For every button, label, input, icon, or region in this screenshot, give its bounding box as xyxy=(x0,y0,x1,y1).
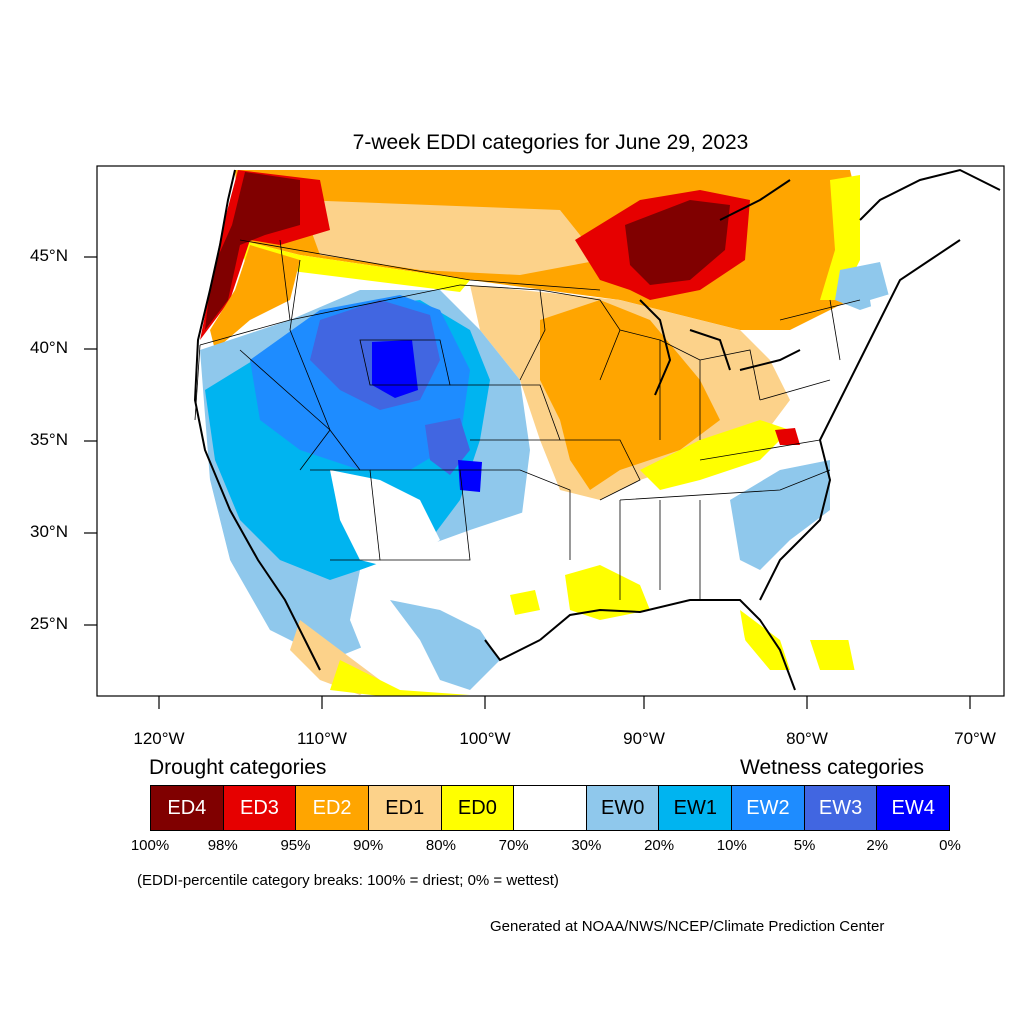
lon-ticks xyxy=(158,696,971,709)
drought-heading: Drought categories xyxy=(149,756,327,779)
credit-line: Generated at NOAA/NWS/NCEP/Climate Predi… xyxy=(490,918,885,935)
lat-label-35: 35°N xyxy=(30,430,68,449)
region-gulf-yellow-west xyxy=(510,590,540,615)
region-northeast-ew0 xyxy=(835,262,890,310)
region-ohio-yellow xyxy=(640,420,790,490)
region-pnw-core xyxy=(205,172,300,330)
region-gulf-yellow xyxy=(565,565,650,620)
percentile-label: 70% xyxy=(498,837,529,854)
map-frame xyxy=(96,165,1005,697)
percentile-label: 90% xyxy=(353,837,384,854)
region-ocean-atlantic xyxy=(830,260,1004,696)
percentile-label: 95% xyxy=(280,837,311,854)
region-wyoming-ew4 xyxy=(372,340,418,398)
map-title: 7-week EDDI categories for June 29, 2023 xyxy=(352,131,749,154)
region-texas-blue xyxy=(390,600,500,690)
region-pnw-orange xyxy=(210,245,300,350)
legend-swatch-ew3: EW3 xyxy=(804,786,878,830)
legend-swatch-ed3: ED3 xyxy=(223,786,297,830)
region-sw-edge-yellow xyxy=(330,660,470,696)
region-upper-great-lakes-core xyxy=(625,200,730,285)
legend-swatch-normal xyxy=(514,786,587,830)
region-ocean-pacific xyxy=(97,166,280,696)
state-boundaries xyxy=(194,239,861,600)
percentile-label: 10% xyxy=(716,837,747,854)
region-southwest-normal xyxy=(330,470,440,570)
region-gulf-water xyxy=(500,620,760,696)
region-southeast-ew0 xyxy=(730,460,830,570)
percentile-label: 20% xyxy=(644,837,675,854)
legend-swatch-ed4: ED4 xyxy=(151,786,224,830)
region-caribbean-yellow xyxy=(810,640,860,670)
percentile-label: 80% xyxy=(425,837,456,854)
region-northern-light xyxy=(300,200,600,275)
map-field xyxy=(97,166,1004,696)
lat-label-40: 40°N xyxy=(30,338,68,357)
coastlines xyxy=(193,168,1001,691)
lon-label-120: 120°W xyxy=(133,729,185,748)
legend-swatch-ew0: EW0 xyxy=(586,786,660,830)
legend-swatch-ed0: ED0 xyxy=(441,786,515,830)
wetness-heading: Wetness categories xyxy=(740,756,925,779)
percentile-label: 0% xyxy=(939,837,961,854)
legend-swatch-ed2: ED2 xyxy=(296,786,369,830)
lat-ticks xyxy=(84,256,97,626)
region-florida-yellow xyxy=(740,610,790,670)
lon-label-90: 90°W xyxy=(623,729,665,748)
lat-label-25: 25°N xyxy=(30,614,68,633)
percentile-label: 5% xyxy=(793,837,816,854)
lon-label-70: 70°W xyxy=(954,729,996,748)
lat-label-30: 30°N xyxy=(30,522,68,541)
lon-label-80: 80°W xyxy=(786,729,828,748)
legend-swatch-ew2: EW2 xyxy=(732,786,805,830)
region-midwest-orange xyxy=(540,300,720,490)
legend-swatch-ew1: EW1 xyxy=(659,786,733,830)
lon-label-100: 100°W xyxy=(459,729,511,748)
legend-swatch-ed1: ED1 xyxy=(368,786,442,830)
percentile-label: 98% xyxy=(207,837,238,854)
percentile-label: 30% xyxy=(571,837,602,854)
region-colorado-ew4 xyxy=(458,460,482,492)
legend-swatch-ew4: EW4 xyxy=(877,786,950,830)
lat-label-45: 45°N xyxy=(30,246,68,265)
region-maryland-red xyxy=(775,428,800,445)
lon-label-110: 110°W xyxy=(297,729,347,748)
region-northern-yellow-edge xyxy=(240,240,470,292)
category-note: (EDDI-percentile category breaks: 100% =… xyxy=(137,872,559,889)
region-texas-normal xyxy=(350,500,570,690)
legend-color-bar: ED4 ED3 ED2 ED1 ED0 EW0 EW1 EW2 EW3 EW4 xyxy=(150,785,950,831)
percentile-label: 2% xyxy=(866,837,889,854)
percentile-label: 100% xyxy=(130,837,170,854)
